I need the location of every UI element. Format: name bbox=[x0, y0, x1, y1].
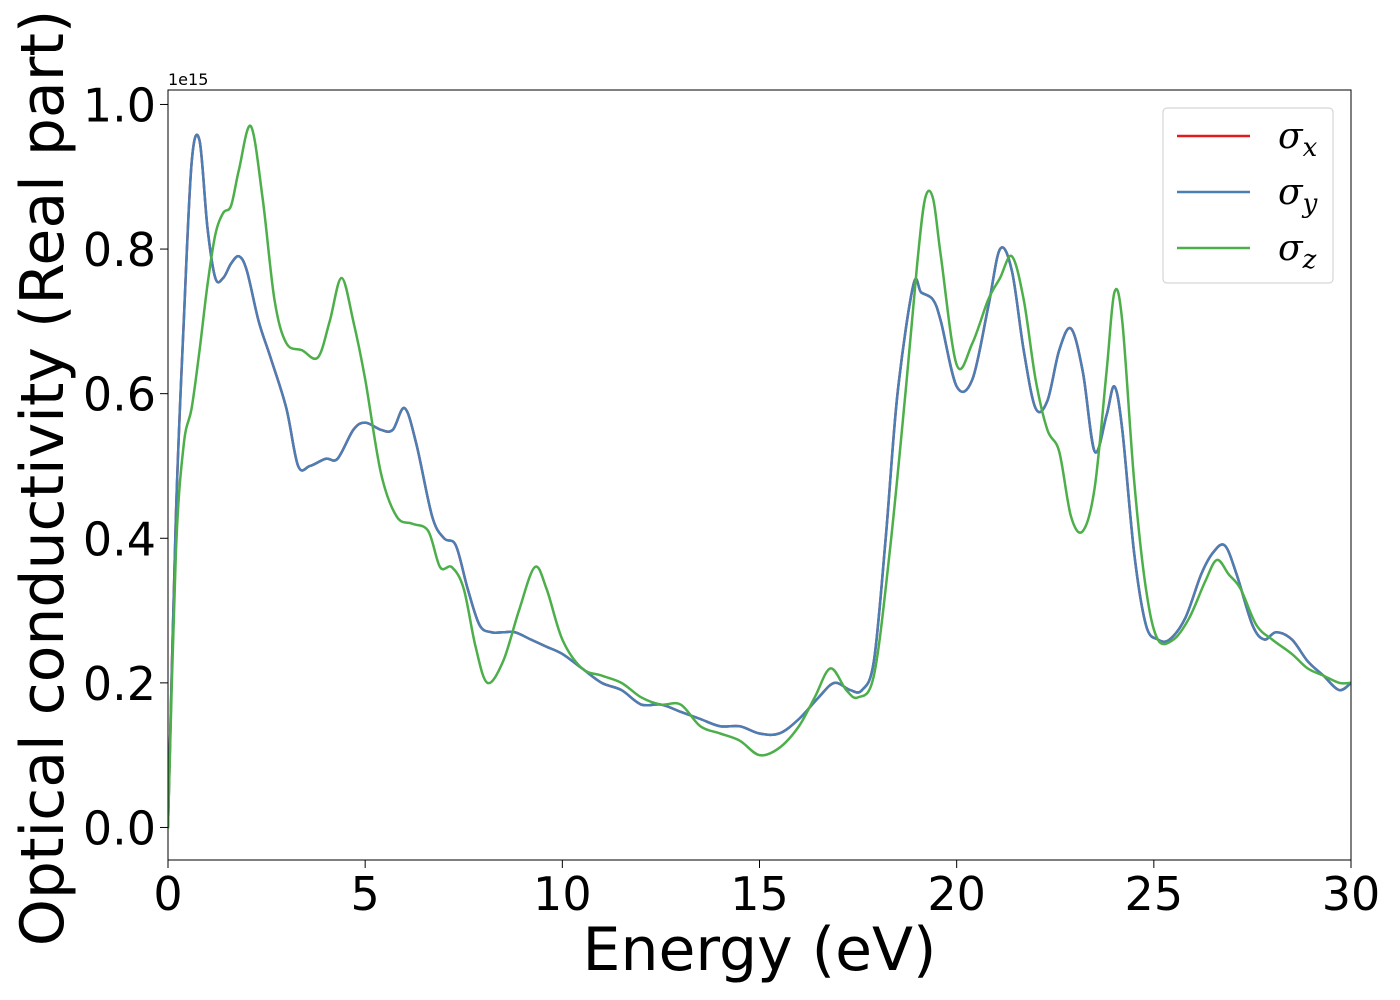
y-tick-label: 1.0 bbox=[83, 78, 156, 132]
legend-label-x: σx bbox=[1278, 116, 1318, 163]
x-tick-label: 15 bbox=[730, 867, 789, 921]
y-tick-label: 0.2 bbox=[83, 657, 156, 711]
y-tick-label: 0.0 bbox=[83, 801, 156, 855]
legend: σx σy σz bbox=[1162, 107, 1334, 284]
x-tick-label: 25 bbox=[1125, 867, 1184, 921]
x-tick-label: 10 bbox=[533, 867, 592, 921]
series-line-y bbox=[168, 133, 1351, 829]
x-axis-ticks: 0 5 10 15 20 25 30 bbox=[153, 860, 1380, 921]
x-tick-label: 0 bbox=[153, 867, 182, 921]
x-tick-label: 30 bbox=[1322, 867, 1381, 921]
x-axis-title: Energy (eV) bbox=[583, 915, 937, 985]
legend-box bbox=[1162, 107, 1334, 284]
legend-label-z: σz bbox=[1278, 228, 1317, 275]
y-axis-title: Optical conductivity (Real part) bbox=[8, 10, 78, 947]
y-axis-offset-label: 1e15 bbox=[168, 70, 208, 89]
series-layer bbox=[168, 124, 1351, 829]
y-tick-label: 0.4 bbox=[83, 512, 156, 566]
y-tick-label: 0.8 bbox=[83, 223, 156, 277]
legend-label-y: σy bbox=[1278, 172, 1318, 219]
y-tick-label: 0.6 bbox=[83, 368, 156, 422]
y-axis-ticks: 0.0 0.2 0.4 0.6 0.8 1.0 bbox=[83, 78, 168, 855]
x-tick-label: 5 bbox=[351, 867, 380, 921]
x-tick-label: 20 bbox=[927, 867, 986, 921]
series-line-z bbox=[168, 124, 1351, 829]
